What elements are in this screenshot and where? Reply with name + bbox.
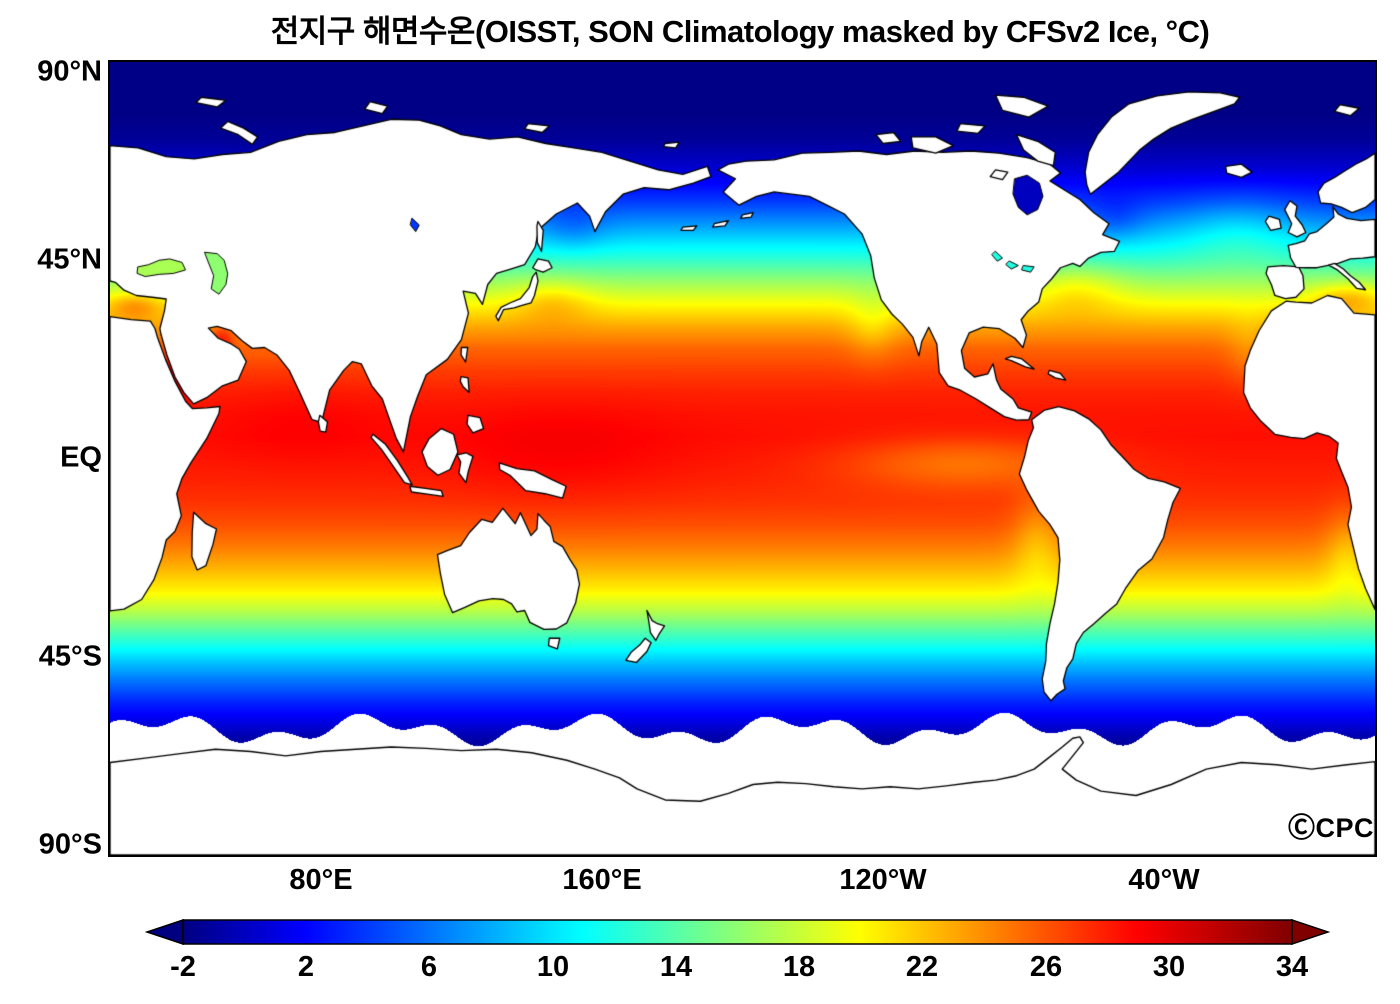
- colorbar-tick-label: 18: [782, 951, 816, 983]
- y-axis-tick: 90°S: [38, 828, 102, 861]
- colorbar-svg: [144, 918, 1331, 946]
- cpc-watermark: ⒸCPC: [1288, 813, 1375, 843]
- colorbar-min-arrow: [144, 918, 184, 946]
- y-axis-tick: EQ: [60, 441, 102, 474]
- colorbar-tick-label: 30: [1152, 951, 1186, 983]
- chart-title: 전지구 해면수온(OISST, SON Climatology masked b…: [270, 14, 1210, 49]
- colorbar-tick-label: 22: [905, 951, 939, 983]
- y-axis-tick: 45°S: [38, 640, 102, 673]
- y-axis-tick: 45°N: [37, 243, 102, 276]
- x-axis-tick: 40°W: [1128, 864, 1200, 896]
- colorbar-tick-label: 26: [1029, 951, 1063, 983]
- colorbar-tick-label: 6: [420, 951, 438, 983]
- sst-map-canvas: [110, 62, 1375, 855]
- colorbar-tick-label: 10: [536, 951, 570, 983]
- x-axis-tick: 120°W: [839, 864, 927, 896]
- x-axis-tick: 160°E: [562, 864, 642, 896]
- colorbar-gradient: [182, 919, 1293, 945]
- colorbar: [144, 918, 1331, 946]
- colorbar-max-arrow: [1291, 918, 1331, 946]
- y-axis-tick: 90°N: [37, 55, 102, 88]
- map-plot-area: [108, 60, 1377, 857]
- x-axis-tick: 80°E: [289, 864, 353, 896]
- colorbar-tick-label: 2: [297, 951, 315, 983]
- colorbar-tick-label: 34: [1275, 951, 1309, 983]
- colorbar-tick-label: 14: [659, 951, 693, 983]
- colorbar-tick-label: -2: [170, 951, 196, 983]
